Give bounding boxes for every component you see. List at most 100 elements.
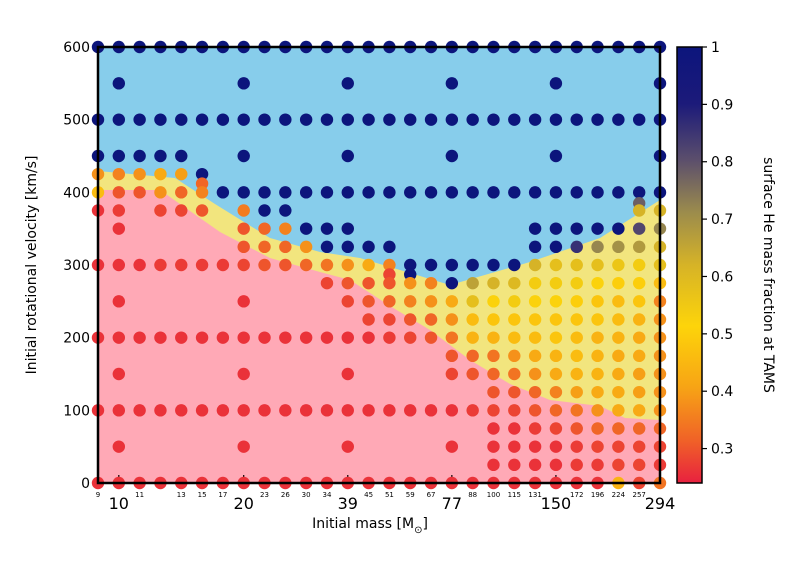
data-point	[612, 349, 625, 363]
data-point	[404, 404, 417, 417]
data-point	[570, 313, 583, 326]
x-minor-tick-label: 15	[198, 491, 207, 499]
x-minor-tick-label: 17	[218, 491, 227, 499]
data-point	[508, 113, 521, 126]
x-tick-label: 77	[442, 494, 462, 513]
data-point	[112, 149, 126, 163]
data-point	[424, 404, 438, 417]
data-point	[216, 404, 230, 417]
data-point	[632, 440, 646, 453]
data-point	[133, 186, 146, 199]
data-point	[445, 77, 459, 90]
data-point	[237, 113, 250, 126]
data-point	[362, 331, 375, 344]
x-minor-tick-label: 115	[508, 491, 521, 499]
y-tick-label: 200	[63, 331, 90, 347]
data-point	[466, 404, 479, 417]
data-point	[466, 349, 479, 363]
data-point	[487, 440, 500, 453]
y-tick-label: 400	[63, 185, 90, 201]
data-point	[445, 313, 459, 326]
data-point	[279, 240, 292, 254]
data-point	[383, 276, 396, 290]
data-point	[112, 367, 126, 381]
data-point	[632, 404, 646, 417]
data-point	[570, 404, 583, 417]
data-point	[383, 313, 396, 326]
data-point	[404, 113, 417, 126]
data-point	[299, 240, 313, 254]
data-point	[175, 331, 188, 344]
data-point	[445, 295, 459, 308]
data-point	[466, 276, 479, 290]
data-point	[487, 422, 500, 435]
data-point	[487, 331, 500, 344]
data-point	[424, 295, 438, 308]
data-point	[549, 295, 563, 308]
x-tick-label: 39	[338, 494, 358, 513]
data-point	[279, 113, 292, 126]
data-point	[258, 258, 271, 272]
colorbar-tick-label: 0.8	[711, 155, 733, 171]
data-point	[487, 404, 500, 417]
data-point	[445, 149, 459, 163]
y-tick-label: 0	[81, 476, 90, 492]
data-point	[549, 440, 563, 453]
data-point	[632, 367, 646, 381]
data-point	[570, 385, 583, 399]
data-point	[258, 204, 271, 217]
data-point	[466, 186, 479, 199]
data-point	[112, 440, 126, 453]
data-point	[237, 295, 250, 308]
data-point	[549, 113, 563, 126]
data-point	[612, 113, 625, 126]
x-minor-tick-label: 131	[528, 491, 541, 499]
data-point	[466, 367, 479, 381]
data-point	[570, 240, 583, 254]
data-point	[362, 295, 375, 308]
data-point	[237, 149, 250, 163]
y-tick-label: 300	[63, 258, 90, 274]
data-point	[154, 404, 167, 417]
data-point	[279, 204, 292, 217]
data-point	[112, 404, 126, 417]
data-point	[632, 186, 646, 199]
data-point	[591, 222, 604, 235]
data-point	[632, 331, 646, 344]
data-point	[195, 113, 209, 126]
data-point	[570, 440, 583, 453]
data-point	[383, 240, 396, 254]
data-point	[632, 313, 646, 326]
data-point	[445, 276, 459, 290]
data-point	[404, 276, 417, 290]
data-point	[612, 440, 625, 453]
data-point	[632, 276, 646, 290]
data-point	[195, 258, 209, 272]
data-point	[362, 113, 375, 126]
data-point	[237, 186, 250, 199]
data-point	[528, 404, 542, 417]
data-point	[299, 186, 313, 199]
data-point	[341, 331, 354, 344]
data-point	[570, 222, 583, 235]
data-point	[383, 295, 396, 308]
data-point	[216, 258, 230, 272]
data-point	[508, 385, 521, 399]
x-minor-tick-label: 45	[364, 491, 373, 499]
x-minor-tick-label: 100	[487, 491, 500, 499]
data-point	[508, 258, 521, 272]
data-point	[424, 113, 438, 126]
data-point	[258, 186, 271, 199]
x-minor-tick-label: 51	[385, 491, 394, 499]
data-point	[112, 77, 126, 90]
data-point	[549, 349, 563, 363]
data-point	[612, 367, 625, 381]
data-point	[612, 458, 625, 472]
data-point	[424, 186, 438, 199]
data-point	[133, 258, 146, 272]
data-point	[549, 258, 563, 272]
x-minor-tick-label: 196	[591, 491, 605, 499]
data-point	[591, 113, 604, 126]
data-point	[154, 113, 167, 126]
x-tick-label: 10	[109, 494, 129, 513]
